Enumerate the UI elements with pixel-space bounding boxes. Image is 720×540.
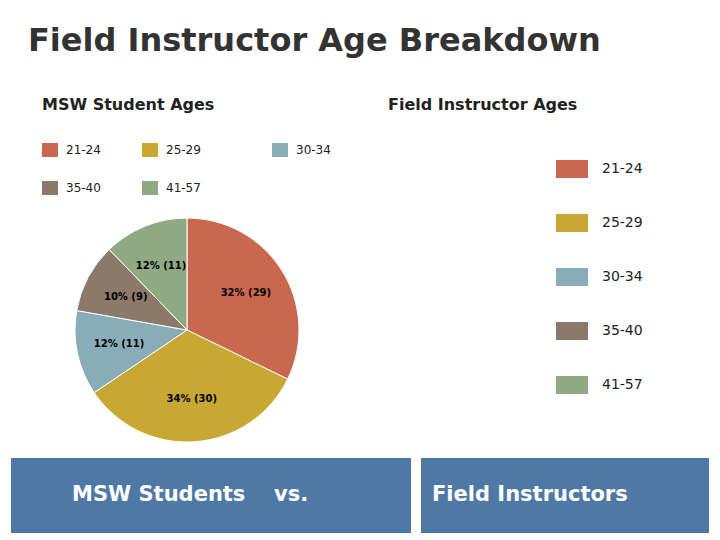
bottom-box <box>421 458 709 533</box>
legend-item: 30-34 <box>556 268 643 286</box>
data-label: 12% (11) <box>94 338 144 349</box>
legend-item: 25-29 <box>142 143 201 158</box>
bottom-bar: MSW Students vs. Field Instructors <box>11 458 709 533</box>
legend-label: 30-34 <box>296 143 331 157</box>
slice <box>94 330 288 442</box>
legend-swatch <box>556 160 588 178</box>
legend-item: 30-34 <box>272 143 331 158</box>
legend-swatch <box>142 143 158 157</box>
chart: Field Instructor Age Breakdown MSW Studen… <box>0 0 720 540</box>
legend-item: 41-57 <box>556 376 643 394</box>
legend-label: 21-24 <box>602 160 643 176</box>
legend-label: 21-24 <box>66 143 101 157</box>
legend-swatch <box>556 376 588 394</box>
annotation: Field Instructor Ages <box>388 95 577 114</box>
subtitle: MSW Student Ages <box>42 95 214 114</box>
legend-item: 21-24 <box>42 143 101 158</box>
legend-vertical: 21-24 25-29 30-34 35-40 41-57 <box>556 160 643 394</box>
legend-label: 25-29 <box>602 214 643 230</box>
slice <box>109 218 187 330</box>
legend-swatch <box>42 181 58 195</box>
legend-item: 35-40 <box>556 322 643 340</box>
legend-label: 41-57 <box>166 181 201 195</box>
legend-label: 41-57 <box>602 376 643 392</box>
legend-label: 30-34 <box>602 268 643 284</box>
legend-label: 35-40 <box>66 181 101 195</box>
legend-item: 41-57 <box>142 181 201 196</box>
legend-label: 35-40 <box>602 322 643 338</box>
legend-item: 21-24 <box>556 160 643 178</box>
pie: 32% (29) 34% (30) 12% (11) 10% (9) 12% (11) <box>75 218 299 442</box>
legend-label: 25-29 <box>166 143 201 157</box>
slices <box>75 218 299 442</box>
data-labels: 32% (29) 34% (30) 12% (11) 10% (9) 12% (11) <box>94 260 271 405</box>
bottom-box <box>11 458 411 533</box>
data-label: 34% (30) <box>167 393 217 404</box>
legend-swatch <box>142 181 158 195</box>
annotation: Field Instructors <box>432 482 628 506</box>
title: Field Instructor Age Breakdown <box>28 21 601 59</box>
legend-swatch <box>556 268 588 286</box>
legend-item: 25-29 <box>556 214 643 232</box>
legend-item: 35-40 <box>42 181 101 196</box>
annotation: vs. <box>274 482 308 506</box>
legend: 21-24 25-29 30-34 35-40 41-57 <box>42 143 331 196</box>
legend-swatch <box>556 322 588 340</box>
legend-swatch <box>556 214 588 232</box>
annotation: MSW Students <box>72 482 245 506</box>
data-label: 10% (9) <box>104 291 148 302</box>
legend-swatch <box>272 143 288 157</box>
data-label: 32% (29) <box>221 287 271 298</box>
data-label: 12% (11) <box>136 260 186 271</box>
legend-swatch <box>42 143 58 157</box>
